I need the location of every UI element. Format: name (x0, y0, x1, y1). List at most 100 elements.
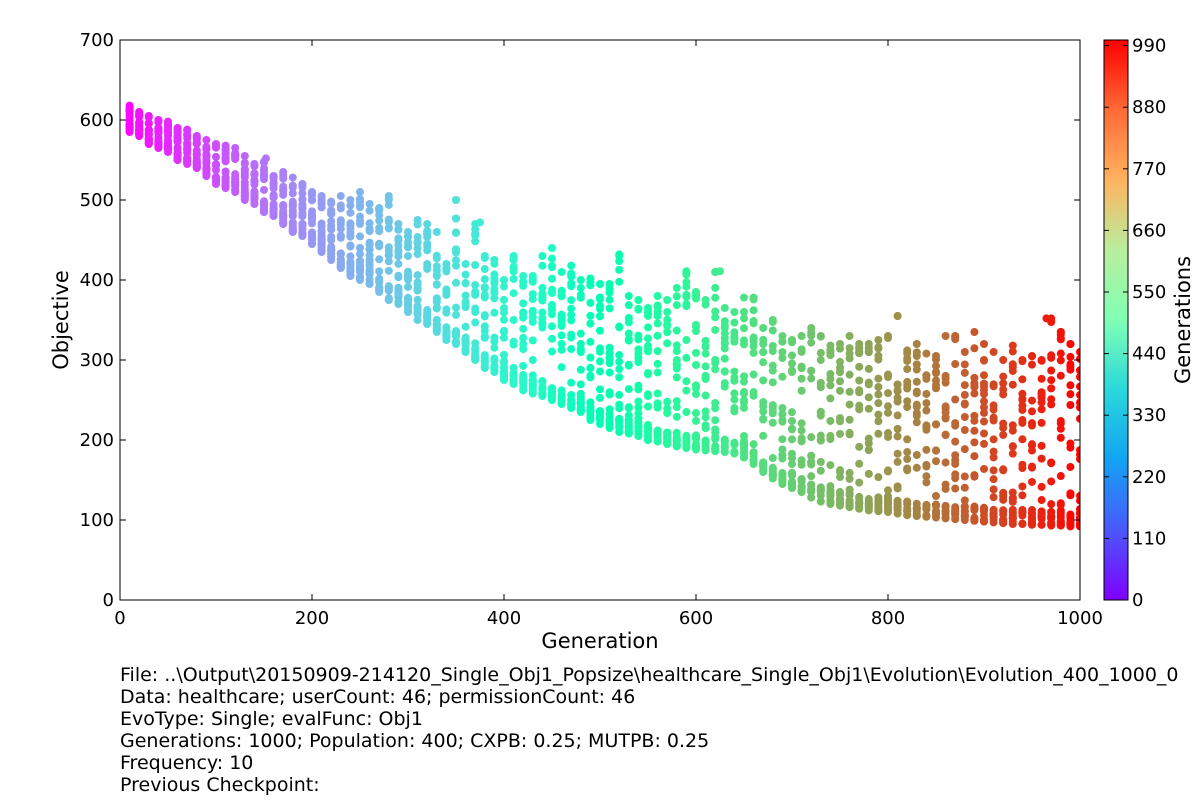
data-point (807, 480, 816, 489)
data-point (884, 389, 892, 398)
data-point (490, 368, 499, 376)
data-point (836, 429, 844, 438)
data-point (912, 340, 921, 348)
data-point (912, 463, 921, 472)
data-info-text: Data: healthcare; userCount: 46; permiss… (120, 686, 636, 708)
data-point (999, 430, 1008, 439)
data-point (893, 503, 902, 512)
data-point (951, 505, 960, 514)
data-point (605, 348, 614, 357)
data-point (1008, 363, 1017, 372)
data-point (797, 374, 806, 383)
data-point (576, 399, 585, 408)
data-point (356, 249, 364, 258)
data-point (740, 324, 748, 333)
data-point (135, 108, 144, 116)
data-point (874, 473, 883, 482)
data-point (864, 495, 873, 504)
data-point (807, 451, 816, 460)
data-point (740, 314, 748, 323)
data-point (941, 413, 950, 422)
data-point (682, 353, 691, 362)
data-point (720, 437, 729, 446)
data-point (855, 405, 864, 414)
data-point (730, 367, 739, 376)
data-point (471, 237, 480, 246)
checkpoint-text: Previous Checkpoint: (120, 774, 320, 796)
data-point (740, 389, 748, 398)
x-tick-label: 600 (679, 608, 713, 629)
data-point (384, 266, 393, 275)
data-point (624, 335, 633, 344)
data-point (672, 347, 681, 356)
data-point (672, 356, 681, 365)
data-point (749, 460, 758, 468)
data-point (903, 455, 912, 464)
data-point (855, 442, 864, 451)
data-point (672, 341, 681, 350)
data-point (1056, 349, 1065, 358)
data-point (596, 407, 604, 416)
data-point (970, 472, 979, 481)
data-point (740, 377, 748, 386)
data-point (874, 390, 883, 399)
colorbar-tick-label: 990 (1132, 36, 1166, 57)
data-point (452, 278, 460, 287)
data-point (528, 336, 537, 345)
data-point (528, 313, 537, 322)
data-point (221, 184, 230, 192)
data-point (749, 293, 758, 302)
data-point (768, 347, 777, 356)
outlier-point (476, 218, 484, 227)
colorbar-tick-label: 220 (1132, 467, 1166, 488)
data-point (922, 478, 931, 487)
colorbar-tick-label: 0 (1132, 590, 1143, 611)
data-point (711, 325, 720, 334)
data-point (720, 382, 729, 391)
data-point (442, 305, 451, 314)
data-point (125, 128, 134, 136)
data-point (951, 395, 960, 404)
data-point (692, 288, 700, 296)
data-point (1047, 366, 1056, 375)
data-point (490, 294, 499, 303)
data-point (903, 511, 912, 520)
data-point (653, 437, 662, 446)
data-point (980, 397, 988, 406)
data-point (874, 336, 883, 344)
data-point (308, 240, 316, 248)
data-point (394, 236, 403, 245)
outlier-point (1056, 328, 1065, 336)
data-point (432, 303, 441, 312)
data-point (999, 519, 1008, 528)
data-point (980, 507, 988, 516)
data-point (836, 501, 844, 510)
data-point (1047, 400, 1056, 409)
data-point (701, 336, 710, 345)
data-point (279, 168, 288, 176)
data-point (413, 216, 422, 224)
data-point (1066, 401, 1075, 410)
data-point (912, 377, 921, 386)
data-point (788, 435, 796, 444)
data-point (346, 224, 355, 233)
data-point (135, 132, 144, 140)
data-point (855, 386, 864, 395)
data-point (692, 320, 700, 329)
data-point (1028, 419, 1036, 428)
data-point (624, 411, 633, 420)
data-point (1037, 511, 1046, 520)
colorbar-tick-label: 110 (1132, 528, 1166, 549)
data-point (980, 429, 988, 438)
data-point (653, 292, 662, 300)
data-point (864, 380, 873, 389)
data-point (1047, 477, 1056, 486)
data-point (1076, 391, 1080, 400)
data-point (826, 394, 835, 403)
data-point (586, 274, 595, 283)
data-point (490, 273, 499, 282)
data-point (317, 203, 326, 212)
data-point (864, 445, 873, 454)
data-point (548, 274, 556, 283)
data-point (269, 172, 278, 180)
